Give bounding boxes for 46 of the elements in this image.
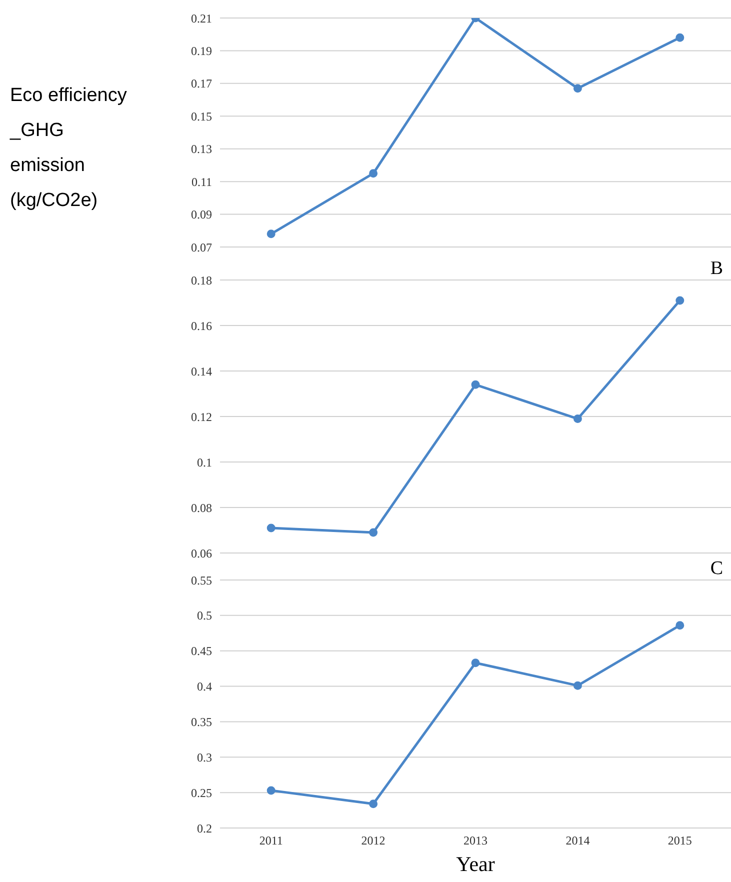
- y-tick-label: 0.19: [191, 44, 212, 58]
- y-tick-label: 0.55: [191, 573, 212, 588]
- y-tick-label: 0.17: [191, 76, 212, 91]
- point: [676, 33, 684, 42]
- y-tick-label: 0.25: [191, 786, 212, 800]
- chart-title: C: [710, 558, 723, 580]
- chart-title: B: [710, 258, 723, 280]
- y-tick-label: 0.5: [197, 608, 212, 623]
- y-tick-label: 0.21: [191, 11, 212, 26]
- y-tick-label: 0.35: [191, 714, 212, 729]
- y-tick-label: 0.45: [191, 644, 212, 658]
- point: [676, 621, 684, 630]
- y-tick-label: 0.13: [191, 142, 212, 156]
- y-tick-label: 0.06: [191, 546, 212, 560]
- y-tick-label: 0.4: [197, 680, 212, 694]
- y-tick-label: 0.12: [191, 410, 212, 424]
- point: [573, 84, 582, 93]
- y-tick-label: 0.18: [191, 273, 212, 288]
- y-tick-label: 0.11: [191, 174, 212, 189]
- point: [573, 414, 582, 424]
- x-tick-label: 2014: [566, 834, 590, 848]
- y-axis-title: Eco efficiency _GHG emission (kg/CO2e): [10, 84, 128, 213]
- point: [471, 658, 480, 668]
- y-tick-label: 0.14: [191, 364, 212, 378]
- x-tick-label: 2012: [361, 834, 386, 848]
- y-tick-label: 0.1: [197, 455, 212, 470]
- point: [369, 800, 378, 808]
- point: [266, 230, 276, 238]
- point: [676, 296, 684, 305]
- x-tick-label: 2011: [259, 834, 283, 848]
- point: [266, 524, 276, 532]
- y-tick-label: 0.3: [197, 750, 212, 764]
- x-axis-title: Year: [455, 852, 496, 877]
- x-tick-label: 2015: [668, 834, 692, 848]
- point: [266, 786, 276, 795]
- point: [369, 169, 378, 178]
- point: [573, 681, 582, 690]
- y-tick-label: 0.15: [191, 109, 212, 124]
- y-tick-label: 0.07: [191, 240, 212, 254]
- y-tick-label: 0.16: [191, 318, 212, 333]
- y-tick-label: 0.09: [191, 208, 212, 222]
- y-tick-label: 0.08: [191, 500, 212, 515]
- point: [369, 528, 378, 537]
- point: [471, 380, 480, 389]
- y-tick-label: 0.2: [197, 821, 212, 836]
- x-tick-label: 2013: [464, 834, 488, 848]
